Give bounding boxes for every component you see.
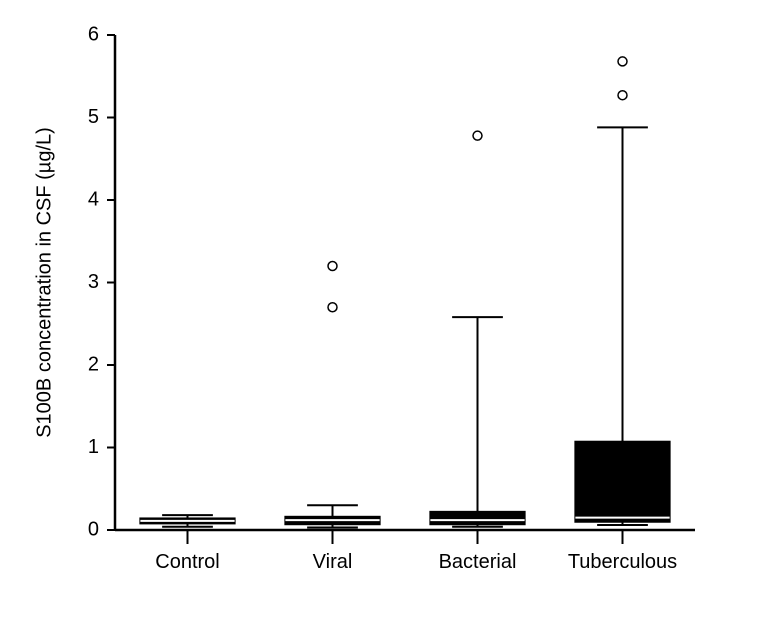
x-category-label: Viral (313, 551, 353, 573)
y-tick-label: 2 (88, 353, 99, 375)
chart-container: 0 1 2 3 4 5 6 S100B concentration in CSF (µg/L)… (0, 0, 757, 617)
y-tick-label: 0 (88, 518, 99, 540)
y-axis-label: S100B concentration in CSF (µg/L) (33, 127, 55, 438)
y-tick-label: 4 (88, 188, 99, 210)
box (575, 442, 669, 522)
y-tick-label: 6 (88, 23, 99, 45)
y-tick-label: 1 (88, 436, 99, 458)
x-category-label: Bacterial (439, 551, 517, 573)
y-tick-label: 5 (88, 106, 99, 128)
x-category-label: Control (155, 551, 219, 573)
boxplot-chart: 0 1 2 3 4 5 6 S100B concentration in CSF (µg/L)… (0, 0, 757, 617)
x-category-label: Tuberculous (568, 551, 677, 573)
y-tick-label: 3 (88, 271, 99, 293)
box (430, 512, 524, 524)
